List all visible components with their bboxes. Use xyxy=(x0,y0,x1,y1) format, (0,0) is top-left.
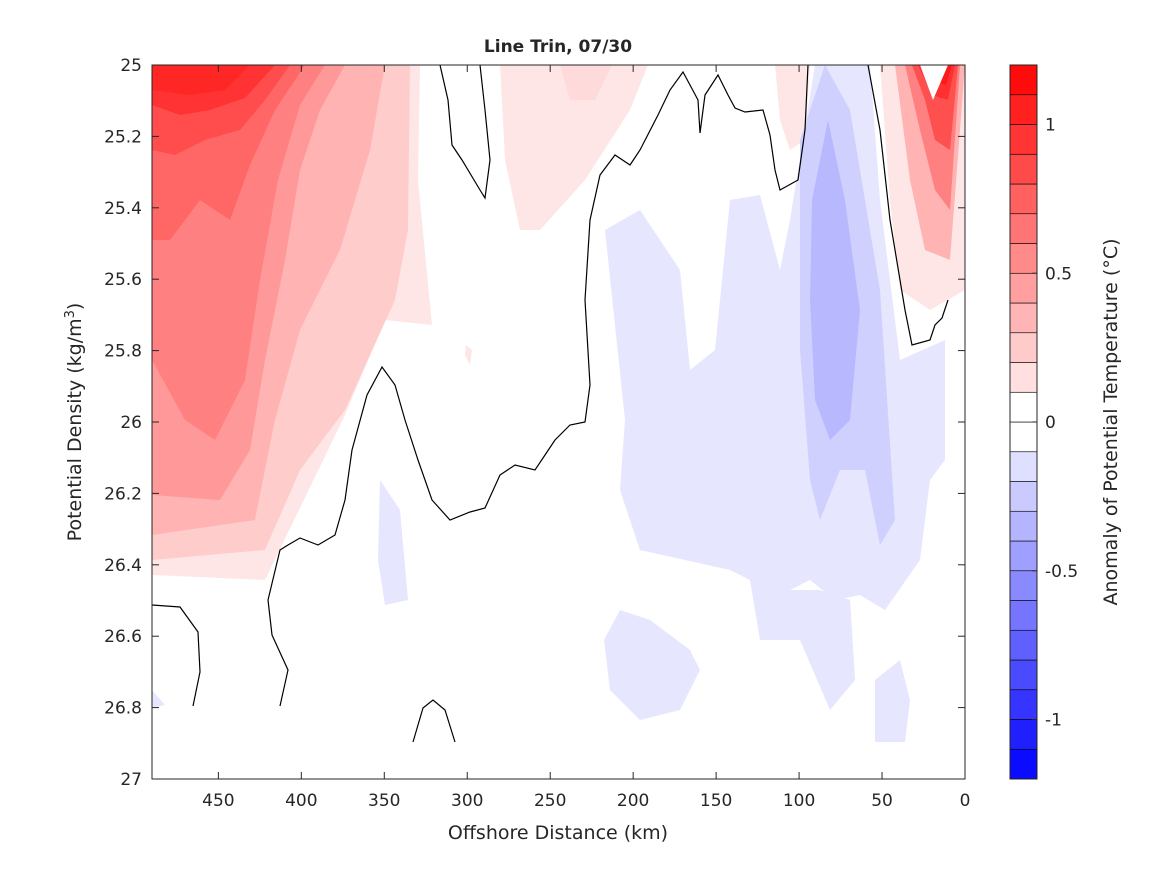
colorbar-band xyxy=(1009,510,1038,542)
y-axis-label-main: Potential Density (kg/m xyxy=(64,318,86,541)
colorbar-tick-label: -0.5 xyxy=(1045,562,1078,582)
colorbar-tick-label: -1 xyxy=(1045,711,1062,731)
colorbar-band xyxy=(1009,481,1038,512)
colorbar-ticks: -1 -0.5 0 0.5 1 xyxy=(1032,116,1078,731)
y-tick-label: 26.2 xyxy=(104,484,142,504)
warm-contour-speck xyxy=(465,345,472,365)
colorbar-band xyxy=(1009,332,1038,363)
colorbar-band xyxy=(1009,451,1038,482)
colorbar-band xyxy=(1009,391,1038,423)
colorbar-band xyxy=(1009,243,1038,274)
y-tick-label: 26.6 xyxy=(104,627,142,647)
chart-title: Line Trin, 07/30 xyxy=(484,37,632,57)
colorbar-band xyxy=(1009,153,1038,185)
cold-contour-0.1-b xyxy=(604,610,700,720)
white-notch xyxy=(920,65,948,100)
colorbar-band xyxy=(1009,272,1038,304)
x-tick-label: 50 xyxy=(871,791,893,811)
colorbar-band xyxy=(1009,719,1038,750)
warm-contour-mid-surface-2 xyxy=(560,65,612,100)
colorbar-label: Anomaly of Potential Temperature (°C) xyxy=(1100,239,1122,606)
y-tick-label: 25.6 xyxy=(104,270,142,290)
colorbar-tick-label: 1 xyxy=(1045,116,1056,136)
colorbar-band xyxy=(1009,421,1038,453)
y-axis: 25 25.2 25.4 25.6 25.8 26 26.2 26.4 26.6 26.8 27 xyxy=(104,56,965,790)
y-tick-label: 25.4 xyxy=(104,199,142,219)
x-tick-label: 200 xyxy=(617,791,649,811)
x-tick-label: 300 xyxy=(451,791,483,811)
y-axis-label: Potential Density (kg/m3) xyxy=(63,303,86,542)
zero-contour-mid-loop xyxy=(439,65,491,200)
colorbar-band xyxy=(1009,213,1038,244)
x-tick-label: 450 xyxy=(202,791,234,811)
warm-contour-small xyxy=(775,65,810,150)
colorbar-band xyxy=(1009,748,1038,780)
cold-contour-0.3 xyxy=(810,120,860,440)
cold-contour-0.1-f xyxy=(152,690,165,708)
y-tick-label: 26.8 xyxy=(104,699,142,719)
x-tick-label: 100 xyxy=(783,791,815,811)
colorbar-band xyxy=(1009,659,1038,691)
cold-contour-0.1-d xyxy=(875,660,910,742)
plot-area xyxy=(152,65,965,779)
colorbar-band xyxy=(1009,183,1038,215)
x-axis: 450 400 350 300 250 200 150 100 50 0 xyxy=(202,65,970,811)
y-tick-label: 25.8 xyxy=(104,342,142,362)
colorbar-band xyxy=(1009,362,1038,393)
x-tick-label: 0 xyxy=(960,791,971,811)
colorbar-band xyxy=(1009,629,1038,661)
colorbar-band xyxy=(1009,302,1038,334)
x-axis-label: Offshore Distance (km) xyxy=(448,822,668,844)
x-tick-label: 400 xyxy=(285,791,317,811)
x-tick-label: 250 xyxy=(534,791,566,811)
zero-contour-lines xyxy=(152,65,949,743)
y-axis-label-close: ) xyxy=(64,303,86,310)
zero-contour-bottom xyxy=(412,699,456,743)
y-tick-label: 25.2 xyxy=(104,127,142,147)
colorbar-band xyxy=(1009,94,1038,125)
cold-contour-0.1-c xyxy=(760,590,855,710)
y-tick-label: 26 xyxy=(120,413,142,433)
cold-contour-0.1-e xyxy=(378,480,408,605)
warm-contour-0.9 xyxy=(152,65,250,95)
y-tick-label: 27 xyxy=(120,770,142,790)
colorbar-tick-label: 0.5 xyxy=(1045,264,1072,284)
x-tick-label: 350 xyxy=(368,791,400,811)
colorbar-band xyxy=(1009,540,1038,572)
colorbar-band xyxy=(1009,570,1038,601)
zero-contour-nearshore xyxy=(867,65,949,346)
zero-contour-left xyxy=(152,604,201,707)
y-axis-label-sup: 3 xyxy=(63,310,78,318)
x-tick-label: 150 xyxy=(700,791,732,811)
zero-contour-main xyxy=(267,65,809,707)
colorbar-band xyxy=(1009,64,1038,96)
colorbar-band xyxy=(1009,124,1038,155)
colorbar xyxy=(1009,64,1038,780)
colorbar-band xyxy=(1009,600,1038,631)
y-tick-label: 25 xyxy=(120,56,142,76)
warm-contour-mid-surface xyxy=(500,65,648,230)
colorbar-band xyxy=(1009,689,1038,720)
y-tick-label: 26.4 xyxy=(104,556,142,576)
colorbar-tick-label: 0 xyxy=(1045,413,1056,433)
